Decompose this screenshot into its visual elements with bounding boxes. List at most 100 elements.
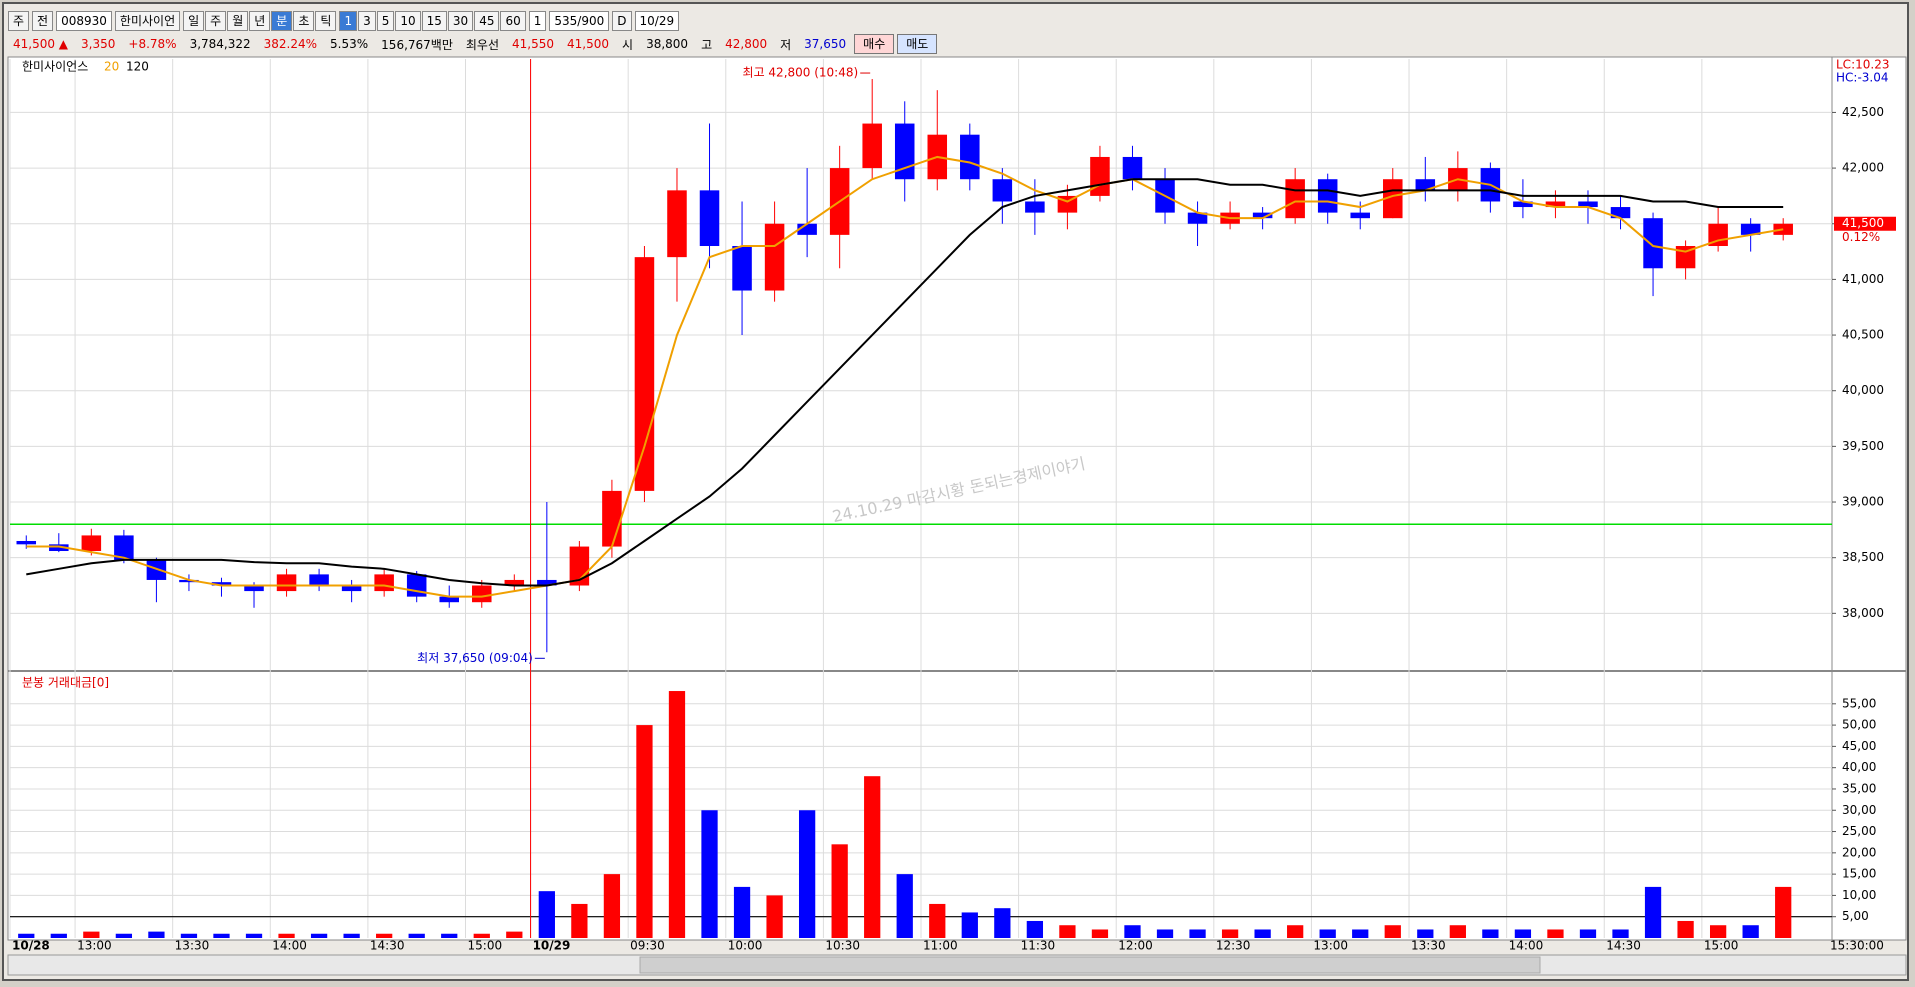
- candle-body: [146, 559, 167, 580]
- y-tick-label: 5,00: [1842, 909, 1869, 923]
- volume-bar: [1189, 929, 1206, 938]
- interval-button[interactable]: 5: [376, 11, 395, 31]
- x-tick-label: 12:00: [1118, 939, 1153, 953]
- x-tick-label: 14:30: [370, 939, 405, 953]
- candle-body: [439, 596, 459, 603]
- quote-bar: 41,500 ▲ 3,350 +8.78% 3,784,322 382.24% …: [8, 34, 938, 54]
- volume-bar: [180, 933, 198, 938]
- volume-bar: [1059, 925, 1076, 938]
- x-tick-label: 13:00: [77, 939, 112, 953]
- name-field[interactable]: 한미사이언: [114, 11, 181, 31]
- x-tick-label: 11:30: [1021, 939, 1056, 953]
- candle-body: [1643, 218, 1663, 269]
- change: 3,350: [81, 37, 116, 51]
- volume-bar: [1156, 929, 1174, 938]
- scroll-thumb[interactable]: [639, 956, 1541, 974]
- candle-body: [894, 123, 915, 180]
- legend-entry: 20: [104, 60, 119, 74]
- candle-body: [114, 535, 134, 560]
- candle-body: [374, 574, 394, 592]
- period-button[interactable]: 일: [183, 11, 205, 31]
- bid: 41,500: [567, 37, 610, 51]
- x-tick-label: 10/29: [533, 939, 571, 953]
- candle-body: [1025, 201, 1045, 213]
- date-input[interactable]: 10/29: [634, 11, 680, 31]
- lc-label: LC:10.23: [1836, 58, 1889, 72]
- volume-bar: [115, 933, 133, 938]
- volume-bar: [310, 933, 328, 938]
- candle-body: [667, 190, 687, 258]
- y-tick-label: 30,00: [1842, 803, 1876, 817]
- period-button[interactable]: 년: [249, 11, 271, 31]
- candle-body: [1545, 201, 1566, 208]
- last-price-label: 41,500: [1842, 216, 1884, 230]
- period-button[interactable]: 주: [205, 11, 227, 31]
- candle-body: [1383, 179, 1403, 219]
- interval-button[interactable]: 30: [447, 11, 474, 31]
- volume-bar: [1449, 925, 1466, 938]
- x-tick-label: 10:30: [825, 939, 860, 953]
- high-label: 고: [701, 37, 713, 52]
- volume-bar: [1547, 929, 1564, 938]
- volume-bar: [213, 933, 230, 938]
- candle-body: [764, 223, 785, 291]
- period-button[interactable]: 초: [293, 11, 315, 31]
- interval-button[interactable]: 15: [421, 11, 447, 31]
- scope-button[interactable]: 전: [32, 11, 54, 31]
- volume-bar: [636, 725, 653, 938]
- interval-button[interactable]: 10: [395, 11, 421, 31]
- interval-button[interactable]: 3: [358, 11, 376, 31]
- interval-button[interactable]: 1: [339, 11, 358, 31]
- candle-body: [309, 574, 329, 586]
- y-tick-label: 38,000: [1842, 606, 1884, 620]
- y-tick-label: 42,000: [1842, 161, 1884, 175]
- candle-body: [1122, 156, 1143, 180]
- volume-bar: [896, 874, 913, 938]
- low-label: 저: [780, 37, 792, 52]
- volume-rate: 382.24%: [263, 37, 318, 51]
- candle-body: [406, 574, 427, 597]
- volume-bar: [506, 931, 523, 938]
- y-tick-label: 40,000: [1842, 383, 1884, 397]
- candle-body: [1773, 223, 1793, 235]
- volume-bar: [733, 886, 751, 938]
- code-input[interactable]: 008930: [56, 11, 112, 31]
- x-end-label: 15:30:00: [1830, 939, 1884, 953]
- volume-bar: [376, 933, 393, 938]
- price: 41,500 ▲: [13, 37, 69, 51]
- volume-bar: [1352, 929, 1369, 938]
- high-annotation: 최고 42,800 (10:48): [743, 66, 859, 80]
- low-annotation: 최저 37,650 (09:04): [417, 651, 533, 665]
- candle-body: [1578, 201, 1598, 208]
- x-tick-label: 15:00: [1704, 939, 1739, 953]
- volume-bar: [766, 895, 783, 938]
- date-check[interactable]: D: [612, 11, 632, 31]
- count-select[interactable]: 1: [528, 11, 547, 31]
- volume-bar: [148, 931, 165, 938]
- interval-button[interactable]: 45: [474, 11, 500, 31]
- volume-bar: [1742, 925, 1759, 938]
- y-tick-label: 39,000: [1842, 495, 1884, 509]
- range-field: 535/900: [549, 11, 610, 31]
- period-button[interactable]: 월: [227, 11, 249, 31]
- interval-button[interactable]: 60: [500, 11, 526, 31]
- volume-bar: [994, 908, 1011, 938]
- period-button[interactable]: 분: [271, 11, 293, 31]
- volume-bar: [668, 691, 686, 938]
- candle-body: [211, 582, 232, 586]
- volume-bar: [1384, 925, 1401, 938]
- type-select[interactable]: 주: [8, 11, 30, 31]
- x-tick-label: 14:00: [272, 939, 307, 953]
- y-tick-label: 40,500: [1842, 328, 1884, 342]
- buy-button[interactable]: 매수: [854, 34, 895, 54]
- period-button[interactable]: 틱: [315, 11, 337, 31]
- volume-bar: [1026, 920, 1044, 938]
- volume-bar: [1709, 925, 1727, 938]
- volume-bar: [1644, 886, 1662, 938]
- best-label: 최우선: [465, 37, 500, 52]
- sell-button[interactable]: 매도: [897, 34, 938, 54]
- volume-bar: [83, 931, 100, 938]
